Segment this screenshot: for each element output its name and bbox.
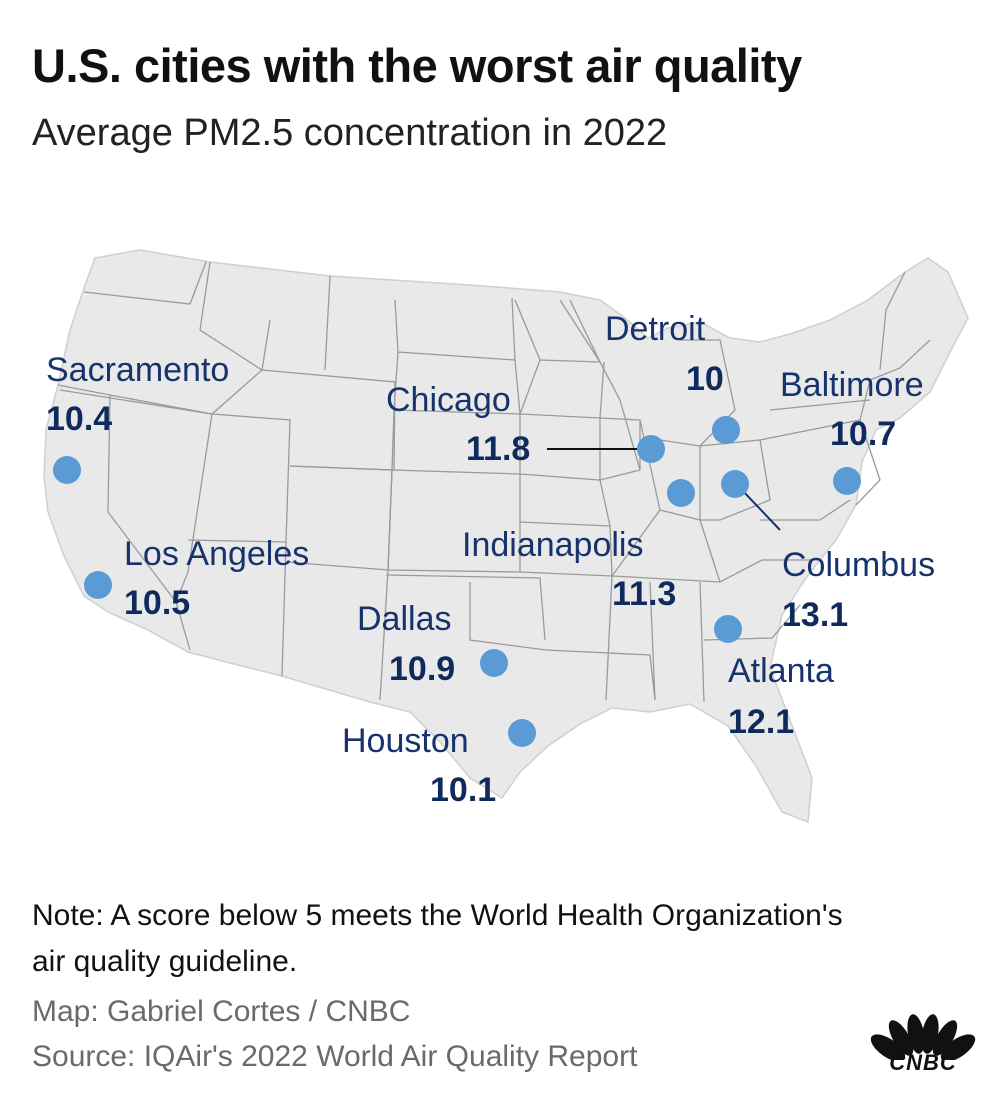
label-dallas-name: Dallas: [357, 600, 451, 638]
label-columbus-value: 13.1: [782, 596, 848, 634]
label-sacramento-name: Sacramento: [46, 351, 229, 389]
label-atlanta-name: Atlanta: [728, 652, 834, 690]
label-indianapolis-name: Indianapolis: [462, 526, 643, 564]
marker-chicago[interactable]: [637, 435, 665, 463]
marker-atlanta[interactable]: [714, 615, 742, 643]
us-landmass: [43, 249, 969, 824]
label-columbus-name: Columbus: [782, 546, 935, 584]
label-los-angeles-value: 10.5: [124, 584, 190, 622]
chart-title: U.S. cities with the worst air quality: [32, 39, 802, 92]
label-houston-name: Houston: [342, 722, 469, 760]
label-baltimore-name: Baltimore: [780, 366, 924, 404]
label-detroit-name: Detroit: [605, 310, 706, 348]
label-baltimore-value: 10.7: [830, 415, 896, 453]
marker-sacramento[interactable]: [53, 456, 81, 484]
columbus-leader-line: [741, 489, 781, 531]
chart-subtitle: Average PM2.5 concentration in 2022: [32, 112, 668, 154]
state-borders: [57, 261, 931, 703]
city-markers: [53, 416, 861, 747]
footnote: Note: A score below 5 meets the World He…: [32, 899, 843, 978]
cnbc-logo-text: CNBC: [889, 1050, 957, 1075]
label-sacramento-value: 10.4: [46, 400, 112, 438]
marker-houston[interactable]: [508, 719, 536, 747]
city-labels: Sacramento 10.4 Los Angeles 10.5 Dallas …: [46, 310, 935, 809]
label-chicago-name: Chicago: [386, 381, 511, 419]
label-los-angeles-name: Los Angeles: [124, 535, 309, 573]
marker-los-angeles[interactable]: [84, 571, 112, 599]
marker-dallas[interactable]: [480, 649, 508, 677]
label-atlanta-value: 12.1: [728, 703, 794, 741]
marker-detroit[interactable]: [712, 416, 740, 444]
marker-columbus[interactable]: [721, 470, 749, 498]
label-houston-value: 10.1: [430, 771, 496, 809]
label-dallas-value: 10.9: [389, 650, 455, 688]
label-detroit-value: 10: [686, 360, 724, 398]
label-indianapolis-value: 11.3: [612, 575, 676, 613]
marker-baltimore[interactable]: [833, 467, 861, 495]
marker-indianapolis[interactable]: [667, 479, 695, 507]
source-credit: Source: IQAir's 2022 World Air Quality R…: [32, 1040, 638, 1073]
map-credit: Map: Gabriel Cortes / CNBC: [32, 995, 411, 1028]
cnbc-peacock-logo-icon: [868, 1014, 978, 1070]
label-chicago-value: 11.8: [466, 430, 530, 468]
